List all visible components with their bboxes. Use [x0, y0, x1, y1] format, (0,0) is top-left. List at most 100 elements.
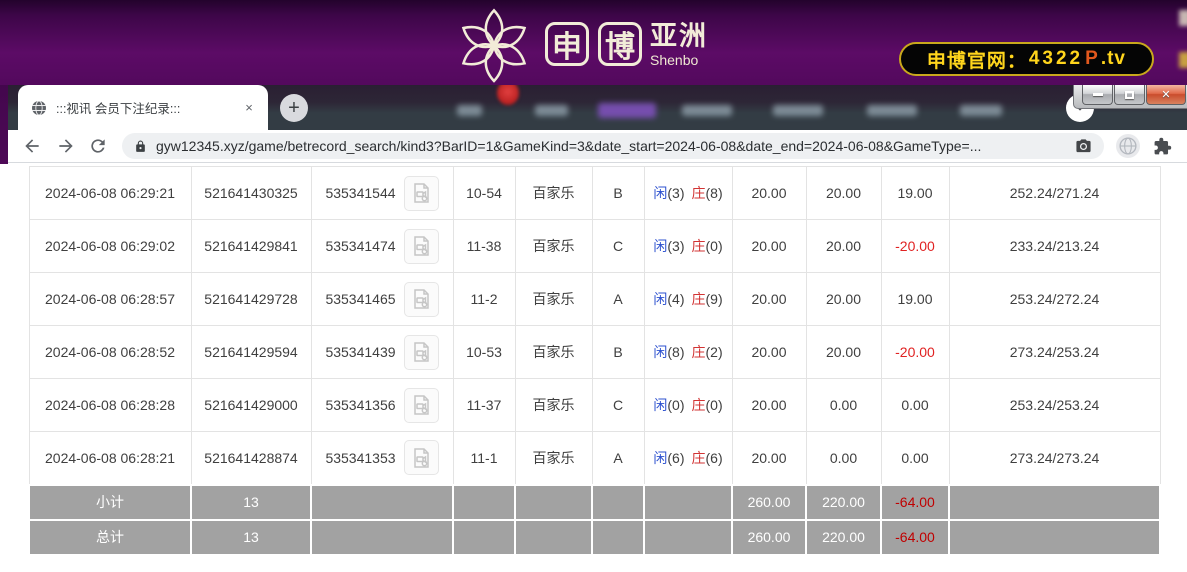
minimize-button[interactable] — [1082, 85, 1113, 105]
bet-amount-link[interactable]: 20.00 — [731, 325, 807, 379]
round-cell: 535341439 — [310, 325, 454, 379]
window-controls: ✕ — [1073, 85, 1187, 109]
round-number: 535341439 — [325, 344, 396, 360]
bet-time: 2024-06-08 06:28:52 — [28, 325, 192, 379]
valid-amount: 20.00 — [805, 272, 882, 326]
round-number: 535341544 — [325, 185, 396, 201]
video-file-icon[interactable] — [403, 175, 439, 211]
avatar-icon[interactable] — [1116, 134, 1140, 158]
bet-number: 521641429728 — [190, 272, 312, 326]
table-shoe: 11-1 — [452, 431, 516, 485]
table-row: 2024-06-08 06:28:21 521641428874 5353413… — [28, 431, 1161, 485]
promo-currency: P — [1085, 48, 1101, 69]
camera-icon[interactable] — [1075, 138, 1092, 155]
balance: 253.24/272.24 — [948, 272, 1161, 326]
video-file-icon[interactable] — [403, 440, 439, 476]
blurred-badge — [497, 85, 519, 105]
win-loss: -20.00 — [880, 325, 950, 379]
bet-record-table: 2024-06-08 06:29:21 521641430325 5353415… — [28, 166, 1161, 556]
blurred-nav-item — [535, 105, 568, 116]
logo-char-bo: 博 — [598, 21, 642, 66]
back-icon[interactable] — [22, 136, 42, 156]
table-shoe: 10-54 — [452, 166, 516, 220]
game-result: 闲(0) 庄(0) — [643, 378, 733, 432]
new-tab-button[interactable]: + — [280, 94, 308, 122]
bet-time: 2024-06-08 06:29:21 — [28, 166, 192, 220]
video-file-icon[interactable] — [403, 334, 439, 370]
game-name: 百家乐 — [514, 325, 593, 379]
subtotal-row: 小计 13 260.00 220.00 -64.00 — [28, 483, 1161, 521]
bet-time: 2024-06-08 06:29:02 — [28, 219, 192, 273]
game-result: 闲(3) 庄(0) — [643, 219, 733, 273]
table-row: 2024-06-08 06:29:02 521641429841 5353414… — [28, 219, 1161, 273]
win-loss: 19.00 — [880, 166, 950, 220]
site-logo: 申 博 亚洲 Shenbo — [452, 0, 708, 85]
desk-letter: A — [591, 431, 645, 485]
url-text: gyw12345.xyz/game/betrecord_search/kind3… — [156, 138, 982, 154]
url-bar[interactable]: gyw12345.xyz/game/betrecord_search/kind3… — [122, 133, 1104, 159]
browser-tab[interactable]: :::视讯 会员下注纪录::: × — [18, 85, 268, 130]
bet-number: 521641428874 — [190, 431, 312, 485]
balance: 233.24/213.24 — [948, 219, 1161, 273]
subtotal-bet: 260.00 — [731, 483, 807, 521]
clipped-widget — [1179, 52, 1187, 68]
total-bet: 260.00 — [731, 518, 807, 556]
logo-region-text: 亚洲 — [650, 20, 708, 51]
bet-number: 521641429841 — [190, 219, 312, 273]
video-file-icon[interactable] — [403, 387, 439, 423]
game-name: 百家乐 — [514, 219, 593, 273]
total-valid: 220.00 — [805, 518, 882, 556]
balance: 253.24/253.24 — [948, 378, 1161, 432]
bet-time: 2024-06-08 06:28:57 — [28, 272, 192, 326]
table-shoe: 11-2 — [452, 272, 516, 326]
forward-icon[interactable] — [56, 136, 76, 156]
tab-close-icon[interactable]: × — [245, 100, 253, 115]
bet-amount-link[interactable]: 20.00 — [731, 378, 807, 432]
video-file-icon[interactable] — [403, 281, 439, 317]
valid-amount: 20.00 — [805, 219, 882, 273]
game-result: 闲(8) 庄(2) — [643, 325, 733, 379]
bet-amount-link[interactable]: 20.00 — [731, 219, 807, 273]
round-cell: 535341474 — [310, 219, 454, 273]
site-banner: 申 博 亚洲 Shenbo 申博官网： 4322 P .tv — [0, 0, 1187, 85]
bet-time: 2024-06-08 06:28:21 — [28, 431, 192, 485]
video-file-icon[interactable] — [403, 228, 439, 264]
puzzle-icon[interactable] — [1153, 137, 1172, 156]
table-row: 2024-06-08 06:28:52 521641429594 5353414… — [28, 325, 1161, 379]
blurred-nav-item-active — [598, 103, 656, 118]
table-shoe: 10-53 — [452, 325, 516, 379]
blurred-nav-item — [682, 105, 732, 116]
tab-strip: :::视讯 会员下注纪录::: × + ✕ — [8, 85, 1187, 130]
subtotal-valid: 220.00 — [805, 483, 882, 521]
reload-icon[interactable] — [88, 136, 108, 156]
logo-region-block: 亚洲 Shenbo — [650, 20, 708, 68]
blurred-nav-item — [773, 105, 823, 116]
win-loss: 19.00 — [880, 272, 950, 326]
round-number: 535341465 — [325, 291, 396, 307]
round-cell: 535341465 — [310, 272, 454, 326]
bet-number: 521641429000 — [190, 378, 312, 432]
bet-amount-link[interactable]: 20.00 — [731, 166, 807, 220]
valid-amount: 20.00 — [805, 325, 882, 379]
total-label: 总计 — [28, 518, 192, 556]
subtotal-count: 13 — [190, 483, 312, 521]
close-button[interactable]: ✕ — [1146, 85, 1186, 105]
round-number: 535341353 — [325, 449, 396, 466]
desk-letter: B — [591, 166, 645, 220]
official-site-pill[interactable]: 申博官网： 4322 P .tv — [898, 42, 1154, 76]
restore-button[interactable] — [1114, 85, 1145, 105]
total-row: 总计 13 260.00 220.00 -64.00 — [28, 518, 1161, 556]
promo-number: 4322 — [1028, 48, 1084, 69]
win-loss: 0.00 — [880, 431, 950, 485]
browser-toolbar: gyw12345.xyz/game/betrecord_search/kind3… — [8, 130, 1187, 163]
bet-amount-link[interactable]: 20.00 — [731, 272, 807, 326]
round-cell: 535341356 — [310, 378, 454, 432]
logo-char-shen: 申 — [545, 21, 589, 66]
round-number: 535341474 — [325, 238, 396, 254]
promo-prefix: 申博官网： — [926, 50, 1027, 72]
win-loss: -20.00 — [880, 219, 950, 273]
table-row: 2024-06-08 06:28:57 521641429728 5353414… — [28, 272, 1161, 326]
round-number: 535341356 — [325, 397, 396, 413]
bet-amount-link[interactable]: 20.00 — [731, 431, 807, 485]
logo-subtitle: Shenbo — [650, 51, 699, 68]
